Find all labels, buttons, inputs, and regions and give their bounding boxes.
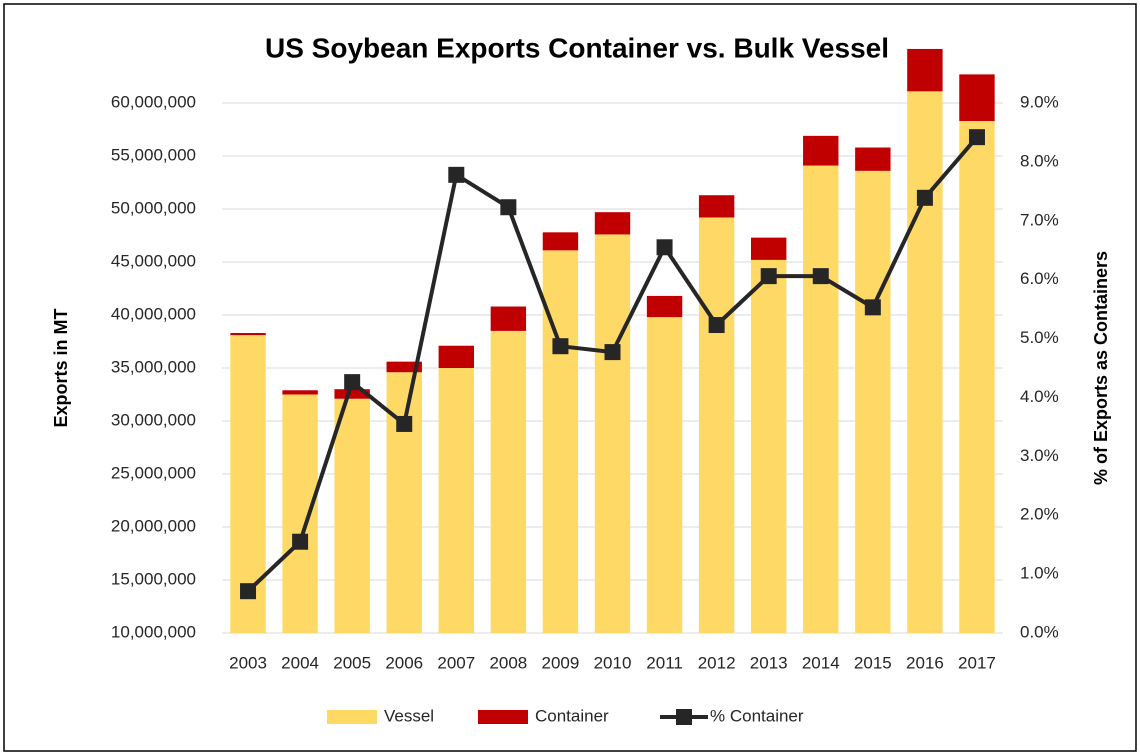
line-marker xyxy=(604,344,621,361)
x-tick-label: 2011 xyxy=(646,653,683,672)
legend-swatch xyxy=(327,710,377,724)
y-tick-label: 55,000,000 xyxy=(111,145,196,164)
line-marker xyxy=(812,268,829,285)
bar-segment xyxy=(438,368,475,633)
y2-tick-label: 0.0% xyxy=(1020,622,1059,641)
line-marker xyxy=(760,268,777,285)
bar-segment xyxy=(959,121,995,634)
x-tick-label: 2003 xyxy=(229,653,267,672)
bar-segment xyxy=(334,389,370,399)
x-tick-label: 2007 xyxy=(437,653,475,672)
y2-tick-label: 1.0% xyxy=(1020,564,1059,583)
y-tick-label: 10,000,000 xyxy=(111,622,196,641)
line-marker xyxy=(656,239,673,256)
bar-segment xyxy=(646,295,683,318)
bar-segment xyxy=(490,306,527,331)
y2-tick-label: 5.0% xyxy=(1020,328,1059,347)
y2-tick-label: 3.0% xyxy=(1020,446,1059,465)
y-tick-label: 15,000,000 xyxy=(111,569,196,588)
line-marker xyxy=(292,533,309,550)
line-marker xyxy=(916,189,933,206)
y2-tick-label: 4.0% xyxy=(1020,387,1059,406)
bar-segment xyxy=(750,237,787,260)
bar-segment xyxy=(907,91,943,634)
y2-tick-label: 8.0% xyxy=(1020,151,1059,170)
y-axis-title: Exports in MT xyxy=(51,308,71,427)
y2-axis-title: % of Exports as Containers xyxy=(1091,251,1111,485)
y-tick-label: 40,000,000 xyxy=(111,304,196,323)
y2-tick-label: 2.0% xyxy=(1020,505,1059,524)
bar-segment xyxy=(803,135,839,166)
x-tick-label: 2013 xyxy=(750,653,788,672)
line-marker xyxy=(500,199,517,216)
x-tick-label: 2008 xyxy=(489,653,527,672)
x-tick-label: 2006 xyxy=(385,653,423,672)
legend-label: % Container xyxy=(710,706,804,725)
line-marker xyxy=(968,129,985,146)
bar-segment xyxy=(282,394,318,633)
legend-marker xyxy=(676,709,692,725)
x-tick-label: 2015 xyxy=(854,653,892,672)
bar-segment xyxy=(907,48,943,92)
x-tick-label: 2012 xyxy=(698,653,736,672)
x-tick-label: 2004 xyxy=(281,653,319,672)
y-tick-label: 45,000,000 xyxy=(111,251,196,270)
y2-tick-label: 7.0% xyxy=(1020,210,1059,229)
x-tick-label: 2005 xyxy=(333,653,371,672)
bar-segment xyxy=(698,217,735,634)
bar-segment xyxy=(386,372,422,633)
bar-segment xyxy=(490,330,527,633)
bar-segment xyxy=(542,232,579,251)
bar-segment xyxy=(594,234,631,633)
bar-segment xyxy=(386,361,422,373)
x-tick-label: 2014 xyxy=(802,653,840,672)
bar-segment xyxy=(803,165,839,634)
y-tick-label: 60,000,000 xyxy=(111,92,196,111)
y-tick-label: 25,000,000 xyxy=(111,463,196,482)
x-tick-label: 2009 xyxy=(542,653,580,672)
line-marker xyxy=(864,299,881,316)
bar-segment xyxy=(959,74,995,122)
chart-title: US Soybean Exports Container vs. Bulk Ve… xyxy=(265,32,889,63)
bar-segment xyxy=(438,345,475,368)
x-tick-label: 2016 xyxy=(906,653,944,672)
y-tick-label: 20,000,000 xyxy=(111,516,196,535)
bar-segment xyxy=(282,390,318,395)
line-marker xyxy=(708,317,725,334)
y2-tick-label: 9.0% xyxy=(1020,92,1059,111)
legend-label: Container xyxy=(535,706,609,725)
line-marker xyxy=(396,415,413,432)
legend-swatch xyxy=(478,710,528,724)
bar-segment xyxy=(334,398,370,633)
bar-segment xyxy=(855,170,891,633)
line-marker xyxy=(240,583,257,600)
bar-segment xyxy=(750,259,787,633)
bar-segment xyxy=(698,195,735,218)
legend-label: Vessel xyxy=(384,706,434,725)
bar-segment xyxy=(594,212,631,235)
x-tick-label: 2010 xyxy=(594,653,632,672)
y-tick-label: 50,000,000 xyxy=(111,198,196,217)
x-tick-label: 2017 xyxy=(958,653,996,672)
y-tick-label: 30,000,000 xyxy=(111,410,196,429)
y-tick-label: 35,000,000 xyxy=(111,357,196,376)
bar-segment xyxy=(855,147,891,171)
bar-segment xyxy=(230,333,266,336)
line-marker xyxy=(448,166,465,183)
line-marker xyxy=(552,338,569,355)
line-marker xyxy=(344,374,361,391)
y2-tick-label: 6.0% xyxy=(1020,269,1059,288)
bar-segment xyxy=(646,317,683,633)
